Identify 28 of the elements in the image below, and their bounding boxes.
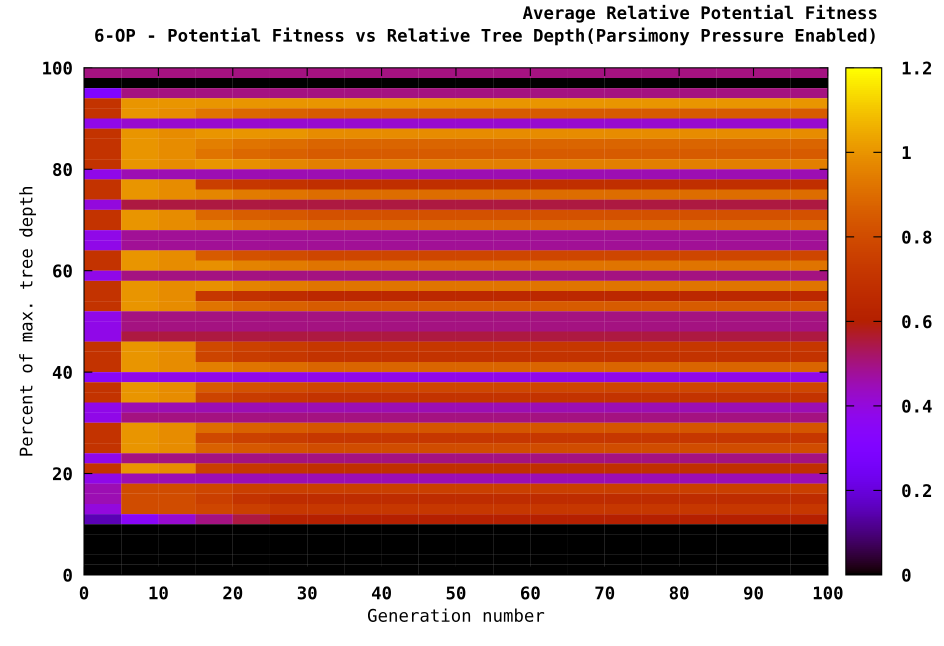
y-tick-label: 0 (63, 568, 72, 582)
color-bar-label: 0 (902, 568, 911, 582)
x-tick-label: 90 (744, 586, 763, 600)
color-bar-label: 0.4 (902, 400, 932, 413)
text: Average Relative Potential Fitness (522, 4, 877, 23)
x-tick-label: 50 (446, 586, 466, 600)
y-axis-title: Percent of max. tree depth (19, 187, 36, 456)
color-bar-label: 0.6 (902, 315, 932, 328)
x-tick-label: 70 (595, 586, 614, 600)
x-axis-title: Generation number (368, 608, 544, 622)
x-tick-label: 40 (372, 586, 391, 600)
x-tick-label: 80 (670, 586, 689, 600)
y-tick-label: 40 (52, 366, 72, 379)
x-tick-label: 100 (814, 586, 843, 600)
x-tick-label: 20 (223, 586, 242, 600)
color-bar-label: 1.2 (902, 62, 932, 74)
y-tick-label: 60 (53, 264, 72, 278)
y-tick-label: 100 (43, 62, 72, 75)
color-bar-label: 0.8 (902, 230, 932, 244)
chart-title: 6-OP - Potential Fitness vs Relative Tree Depth(Parsimony Pressure Enabled) (95, 27, 875, 46)
color-bar-label: 0.2 (902, 484, 932, 498)
x-tick-label: 0 (80, 586, 88, 600)
x-tick-label: 30 (298, 586, 317, 600)
y-tick-label: 80 (53, 162, 72, 176)
x-tick-label: 60 (520, 586, 540, 600)
x-tick-label: 10 (150, 586, 168, 600)
color-bar-label: 1 (902, 146, 911, 159)
y-tick-label: 20 (52, 467, 72, 480)
